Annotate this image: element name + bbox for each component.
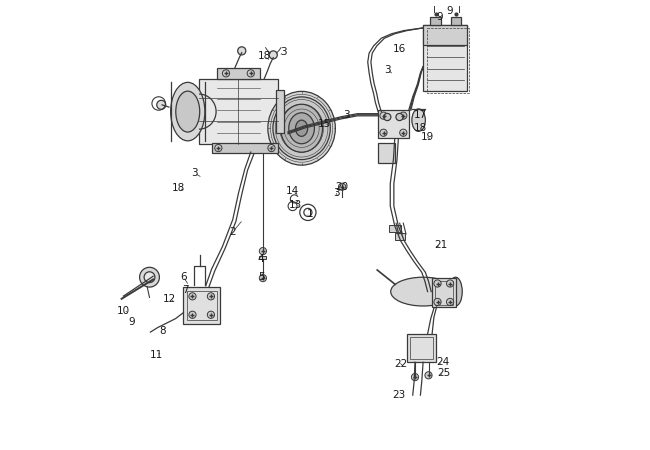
Text: 7: 7 <box>182 285 188 295</box>
Text: 18: 18 <box>172 183 185 193</box>
Circle shape <box>447 280 454 287</box>
Text: 1: 1 <box>307 209 314 219</box>
Text: 25: 25 <box>437 368 451 378</box>
Ellipse shape <box>296 120 307 136</box>
Text: 15: 15 <box>317 119 331 129</box>
Text: 2: 2 <box>229 227 236 237</box>
Circle shape <box>269 51 278 59</box>
Circle shape <box>189 292 196 300</box>
Ellipse shape <box>391 277 456 306</box>
Text: 22: 22 <box>394 359 407 369</box>
Ellipse shape <box>289 113 315 144</box>
Text: 9: 9 <box>447 6 454 16</box>
Bar <box>430 17 441 25</box>
Text: 4: 4 <box>258 254 265 264</box>
Circle shape <box>222 70 229 77</box>
Bar <box>212 143 278 153</box>
Circle shape <box>384 113 391 121</box>
Text: 23: 23 <box>393 390 406 400</box>
Ellipse shape <box>412 109 425 131</box>
Circle shape <box>268 144 275 152</box>
Text: 3: 3 <box>280 47 287 57</box>
Ellipse shape <box>268 91 335 165</box>
Bar <box>259 256 266 259</box>
Ellipse shape <box>273 97 330 160</box>
Circle shape <box>400 129 407 136</box>
Text: 9: 9 <box>436 12 443 22</box>
Circle shape <box>207 292 214 300</box>
Text: 24: 24 <box>436 357 450 367</box>
Circle shape <box>259 274 266 282</box>
Circle shape <box>207 311 214 319</box>
Bar <box>378 110 409 138</box>
Circle shape <box>434 280 441 287</box>
Text: 6: 6 <box>180 272 187 282</box>
Bar <box>423 25 467 45</box>
Circle shape <box>238 47 246 55</box>
Text: 14: 14 <box>286 186 299 196</box>
Circle shape <box>157 100 166 109</box>
Bar <box>199 79 278 144</box>
Circle shape <box>247 70 254 77</box>
Ellipse shape <box>281 104 322 152</box>
Bar <box>389 225 400 232</box>
Bar <box>435 281 453 305</box>
Text: 11: 11 <box>150 351 163 360</box>
Text: 9: 9 <box>128 317 135 327</box>
Text: 17: 17 <box>414 110 427 120</box>
Circle shape <box>380 112 387 119</box>
Bar <box>187 291 216 320</box>
Text: 21: 21 <box>434 240 448 250</box>
Circle shape <box>434 298 441 306</box>
Circle shape <box>396 113 403 121</box>
Bar <box>395 233 405 240</box>
Text: 18: 18 <box>257 51 271 61</box>
Text: 3: 3 <box>384 65 391 75</box>
Circle shape <box>189 311 196 319</box>
Circle shape <box>144 272 155 283</box>
Text: 5: 5 <box>258 272 265 282</box>
Text: 18: 18 <box>414 123 427 133</box>
Ellipse shape <box>171 82 205 141</box>
Circle shape <box>447 298 454 306</box>
Text: 10: 10 <box>117 306 130 315</box>
Bar <box>183 287 220 324</box>
Bar <box>410 337 434 359</box>
Text: 3: 3 <box>333 189 339 198</box>
Ellipse shape <box>176 91 200 132</box>
Bar <box>378 143 395 163</box>
Circle shape <box>400 112 407 119</box>
Circle shape <box>380 129 387 136</box>
Text: 12: 12 <box>163 294 176 304</box>
Bar <box>217 68 260 79</box>
Text: 3: 3 <box>191 168 198 178</box>
Bar <box>276 90 283 133</box>
Text: 13: 13 <box>289 200 302 210</box>
Circle shape <box>259 248 266 255</box>
Circle shape <box>214 144 222 152</box>
Bar <box>432 278 456 307</box>
Circle shape <box>411 374 419 381</box>
Text: 3: 3 <box>343 110 350 120</box>
Ellipse shape <box>448 277 462 306</box>
Bar <box>452 17 461 25</box>
Text: 20: 20 <box>335 182 348 192</box>
Text: 16: 16 <box>393 45 406 54</box>
Circle shape <box>339 183 346 190</box>
Bar <box>407 334 436 362</box>
Circle shape <box>425 372 432 379</box>
Text: 19: 19 <box>421 132 434 142</box>
Bar <box>426 28 469 93</box>
Circle shape <box>140 267 159 287</box>
Text: 8: 8 <box>160 326 166 336</box>
Bar <box>423 25 467 91</box>
